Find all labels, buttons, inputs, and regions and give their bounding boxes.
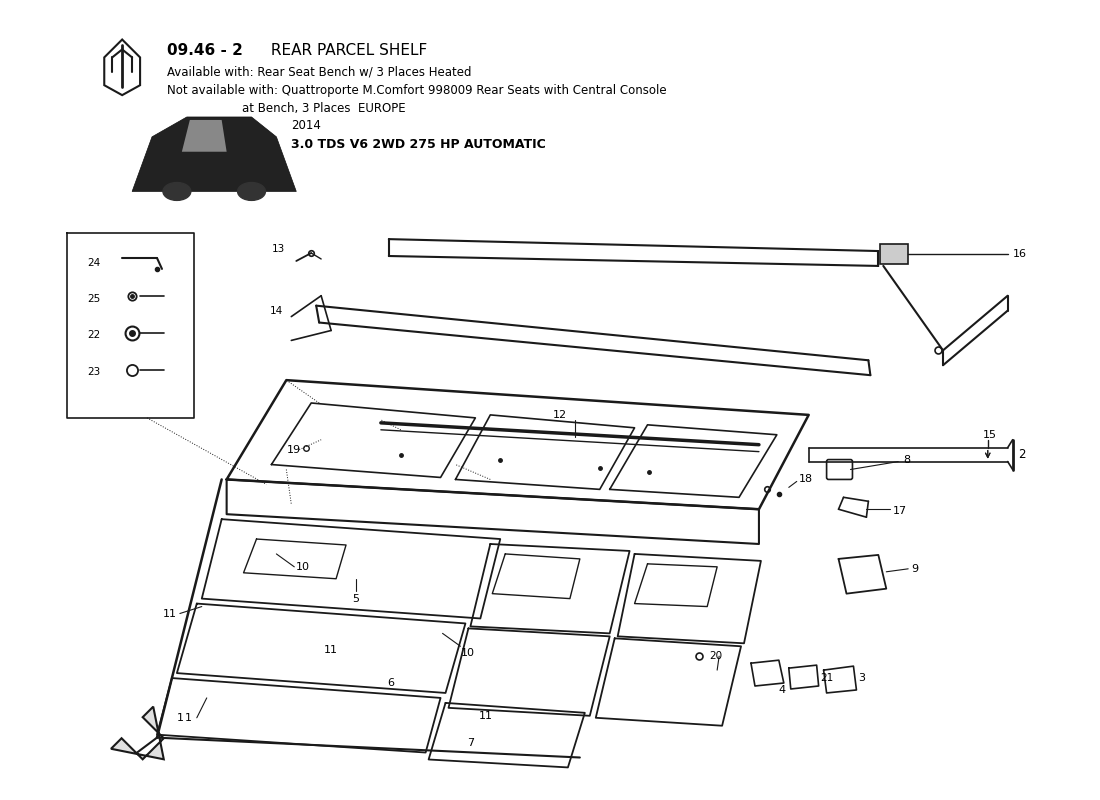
Text: 25: 25: [87, 294, 100, 304]
Text: 21: 21: [821, 673, 834, 683]
Text: 1: 1: [177, 713, 184, 722]
Text: 12: 12: [553, 410, 566, 420]
Text: 10: 10: [296, 562, 310, 572]
Text: Not available with: Quattroporte M.Comfort 998009 Rear Seats with Central Consol: Not available with: Quattroporte M.Comfo…: [167, 84, 667, 97]
Text: 16: 16: [1013, 249, 1026, 259]
Polygon shape: [182, 120, 227, 152]
Text: 2014: 2014: [292, 119, 321, 133]
Text: 24: 24: [87, 258, 100, 268]
Text: 1: 1: [185, 713, 191, 722]
Text: 9: 9: [911, 564, 918, 574]
Text: at Bench, 3 Places  EUROPE: at Bench, 3 Places EUROPE: [167, 102, 406, 114]
Text: 3.0 TDS V6 2WD 275 HP AUTOMATIC: 3.0 TDS V6 2WD 275 HP AUTOMATIC: [292, 138, 546, 151]
Text: 20: 20: [710, 651, 723, 662]
Text: 2: 2: [1018, 448, 1025, 461]
Ellipse shape: [163, 182, 190, 200]
Text: 3: 3: [858, 673, 866, 683]
Text: 10: 10: [461, 648, 474, 658]
Text: 23: 23: [87, 367, 100, 377]
Text: 11: 11: [478, 710, 493, 721]
Text: 22: 22: [87, 330, 100, 341]
Ellipse shape: [238, 182, 265, 200]
Text: 6: 6: [387, 678, 394, 688]
Text: 8: 8: [903, 454, 911, 465]
Text: Available with: Rear Seat Bench w/ 3 Places Heated: Available with: Rear Seat Bench w/ 3 Pla…: [167, 66, 472, 78]
Polygon shape: [132, 117, 296, 191]
Text: 11: 11: [163, 609, 177, 618]
Polygon shape: [111, 706, 164, 759]
Text: 5: 5: [352, 594, 360, 604]
Text: 19: 19: [286, 445, 300, 454]
Text: 13: 13: [272, 244, 285, 254]
Text: 7: 7: [466, 738, 474, 748]
Text: 15: 15: [982, 430, 997, 440]
Text: 14: 14: [270, 306, 283, 316]
Text: 11: 11: [324, 646, 338, 655]
Text: 18: 18: [799, 474, 813, 485]
Text: 4: 4: [779, 685, 786, 695]
Text: 09.46 - 2: 09.46 - 2: [167, 43, 243, 58]
Text: 17: 17: [893, 506, 907, 516]
Text: REAR PARCEL SHELF: REAR PARCEL SHELF: [266, 43, 428, 58]
Bar: [880, 244, 909, 264]
